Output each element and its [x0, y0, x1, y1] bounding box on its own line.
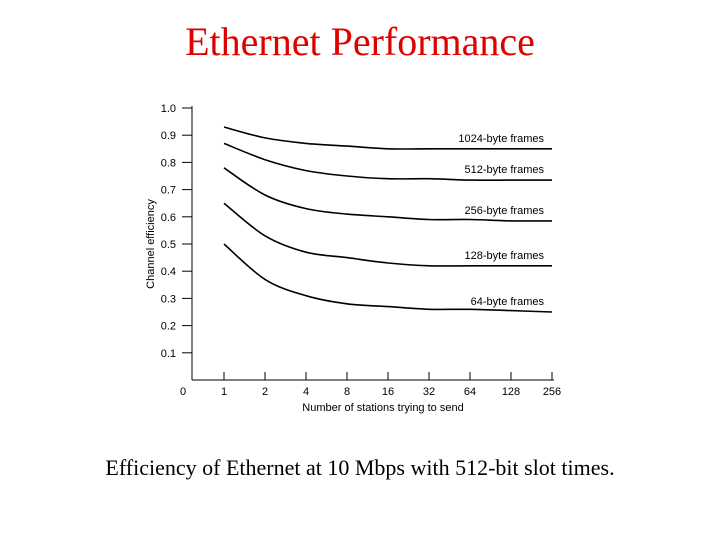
series-label: 1024-byte frames — [458, 133, 544, 145]
x-tick-label: 0 — [180, 386, 186, 398]
efficiency-chart: 0.1 0.2 0.3 0.4 0.5 0.6 0.7 0.8 0.9 1.0 0 1 2 4 8 16 32… — [130, 90, 570, 420]
series-line — [223, 126, 552, 150]
x-axis-title: Number of stations trying to send — [302, 402, 463, 414]
y-tick-label: 1.0 — [161, 103, 176, 115]
y-tick-label: 0.5 — [161, 239, 176, 251]
series-line — [223, 243, 553, 313]
y-tick-label: 0.8 — [161, 157, 176, 169]
series-line — [223, 202, 552, 267]
y-tick-label: 0.7 — [161, 185, 176, 197]
series-group: 1024-byte frames 512-byte frames 256-byte … — [223, 126, 553, 313]
x-tick-label: 4 — [303, 386, 309, 398]
slide-caption: Efficiency of Ethernet at 10 Mbps with 5… — [105, 455, 615, 480]
y-tick-label: 0.6 — [161, 212, 176, 224]
y-tick-label: 0.3 — [161, 293, 176, 305]
x-tick-label: 64 — [464, 386, 476, 398]
slide-title: Ethernet Performance — [185, 19, 535, 64]
chart-axes — [191, 106, 554, 381]
y-tick-label: 0.2 — [161, 321, 176, 333]
series-label: 128-byte frames — [465, 250, 545, 262]
x-ticks: 0 1 2 4 8 16 32 64 128 256 — [180, 372, 561, 398]
series-label: 512-byte frames — [465, 164, 545, 176]
y-tick-label: 0.9 — [161, 130, 176, 142]
x-tick-label: 128 — [502, 386, 520, 398]
chart-svg: 0.1 0.2 0.3 0.4 0.5 0.6 0.7 0.8 0.9 1.0 0 1 2 4 8 16 32… — [145, 103, 561, 414]
x-tick-label: 1 — [221, 386, 227, 398]
series-line — [223, 167, 553, 222]
series-label: 256-byte frames — [465, 205, 545, 217]
y-tick-label: 0.1 — [161, 348, 176, 360]
x-tick-label: 256 — [543, 386, 561, 398]
x-tick-label: 8 — [344, 386, 350, 398]
x-tick-label: 32 — [423, 386, 435, 398]
series-line — [223, 142, 552, 181]
y-ticks: 0.1 0.2 0.3 0.4 0.5 0.6 0.7 0.8 0.9 1.0 — [161, 103, 192, 360]
x-tick-label: 2 — [262, 386, 268, 398]
series-label: 64-byte frames — [471, 296, 545, 308]
y-axis-title: Channel efficiency — [145, 199, 157, 289]
y-tick-label: 0.4 — [161, 266, 176, 278]
x-tick-label: 16 — [382, 386, 394, 398]
